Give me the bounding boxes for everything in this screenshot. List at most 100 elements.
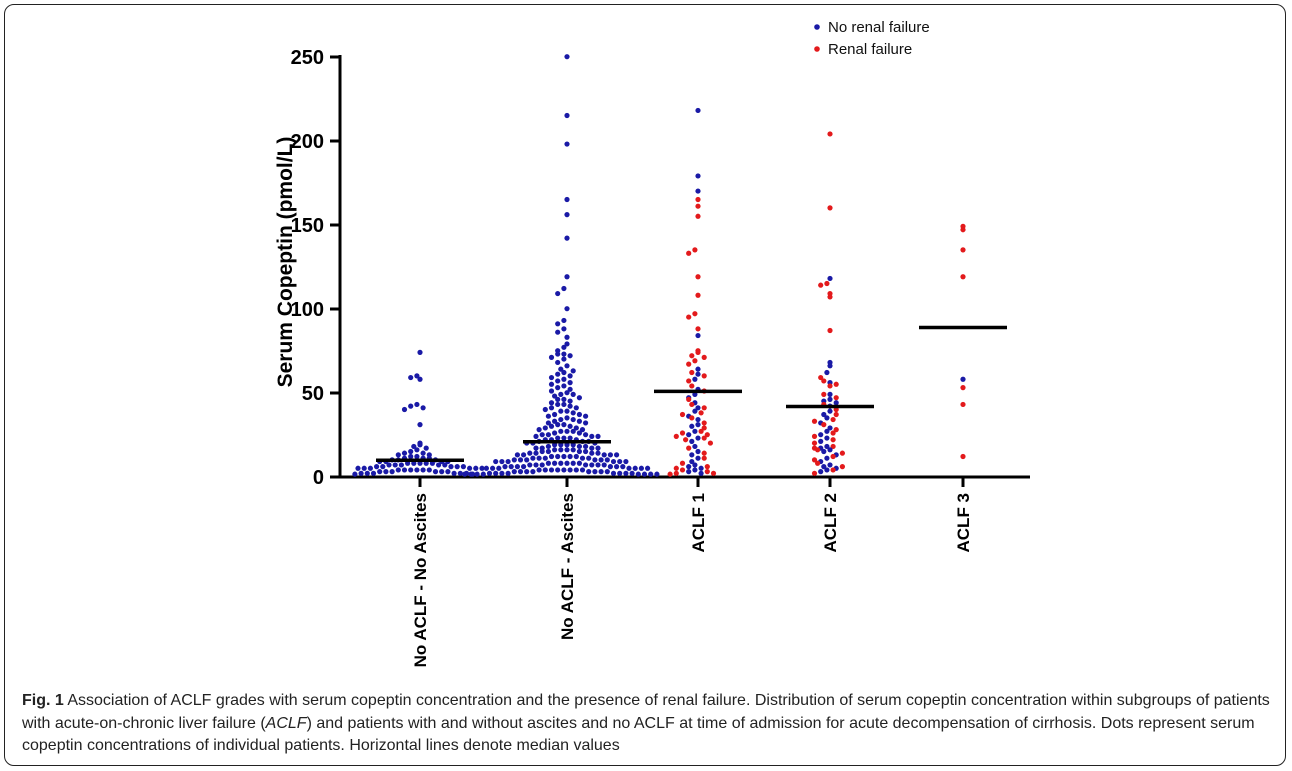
data-point <box>545 460 552 466</box>
data-point <box>539 448 545 455</box>
data-point <box>623 470 629 476</box>
data-point <box>583 448 589 455</box>
data-point <box>689 353 695 359</box>
data-point <box>960 401 966 408</box>
legend-marker <box>814 46 820 52</box>
data-point <box>583 443 589 450</box>
y-tick-label: 250 <box>291 47 324 69</box>
data-point <box>564 306 570 312</box>
data-point <box>821 411 827 418</box>
data-point <box>833 411 839 418</box>
data-point <box>567 353 573 359</box>
data-point <box>539 432 545 438</box>
data-point <box>564 54 570 60</box>
data-point <box>493 470 499 476</box>
data-point <box>570 368 576 374</box>
data-point <box>598 457 604 463</box>
data-point <box>686 469 692 475</box>
data-point <box>695 274 701 280</box>
data-point <box>536 455 542 461</box>
data-point <box>833 395 839 401</box>
data-point <box>686 464 692 470</box>
figure-caption: Fig. 1 Association of ACLF grades with s… <box>22 690 1272 758</box>
data-point <box>692 462 698 468</box>
data-point <box>567 467 573 473</box>
data-point <box>561 467 567 473</box>
y-tick-label: 200 <box>291 131 324 153</box>
data-point <box>692 408 698 414</box>
data-point <box>374 464 380 470</box>
data-point <box>454 464 460 470</box>
data-point <box>701 354 707 360</box>
data-point <box>686 432 692 438</box>
data-point <box>545 432 552 438</box>
data-point <box>704 432 710 438</box>
data-point <box>815 460 821 466</box>
data-point <box>589 433 595 439</box>
data-point <box>589 445 595 451</box>
data-point <box>561 285 567 292</box>
data-point <box>408 453 414 460</box>
data-point <box>548 405 555 411</box>
data-point <box>530 469 536 475</box>
data-point <box>567 403 573 409</box>
data-point <box>695 173 701 179</box>
data-point <box>570 410 576 416</box>
data-point <box>552 411 558 418</box>
data-point <box>576 443 583 450</box>
data-point <box>686 378 692 384</box>
data-point <box>686 445 692 451</box>
data-point <box>598 469 604 475</box>
data-point <box>564 390 570 396</box>
data-point <box>689 458 695 465</box>
data-point <box>480 471 486 477</box>
caption-abbrev: ACLF <box>265 714 307 732</box>
data-point <box>638 465 645 471</box>
data-point <box>420 405 426 411</box>
data-point <box>824 435 830 441</box>
data-point <box>827 447 833 453</box>
data-point <box>436 462 442 468</box>
data-point <box>818 282 824 288</box>
data-point <box>595 462 601 468</box>
data-point <box>483 465 489 471</box>
data-point <box>545 443 552 450</box>
data-point <box>610 470 617 476</box>
data-point <box>517 469 524 475</box>
data-point <box>833 400 839 406</box>
data-point <box>561 383 567 389</box>
legend-label: Renal failure <box>828 41 912 58</box>
data-point <box>432 469 439 475</box>
data-point <box>827 327 833 334</box>
data-point <box>395 452 401 458</box>
data-point <box>460 464 466 470</box>
data-point <box>827 363 833 369</box>
data-point <box>414 467 420 473</box>
data-point <box>417 442 423 448</box>
data-point <box>586 469 592 475</box>
data-point <box>552 460 558 466</box>
data-point <box>617 470 623 476</box>
data-point <box>701 405 707 411</box>
data-point <box>695 448 701 455</box>
data-point <box>401 406 408 413</box>
data-point <box>679 430 686 436</box>
data-point <box>417 349 423 355</box>
data-point <box>818 374 824 381</box>
data-point <box>564 274 570 280</box>
data-point <box>564 447 570 453</box>
data-point <box>707 440 714 446</box>
data-point <box>567 380 573 386</box>
data-point <box>536 467 542 473</box>
data-point <box>533 450 539 456</box>
data-point <box>692 247 698 253</box>
data-point <box>573 453 579 460</box>
data-point <box>839 450 846 456</box>
data-point <box>583 432 589 438</box>
data-point <box>514 464 521 470</box>
data-point <box>548 423 555 429</box>
data-point <box>824 369 830 376</box>
data-point <box>689 383 695 389</box>
data-point <box>827 408 833 414</box>
legend: No renal failure Renal failure <box>814 19 930 58</box>
